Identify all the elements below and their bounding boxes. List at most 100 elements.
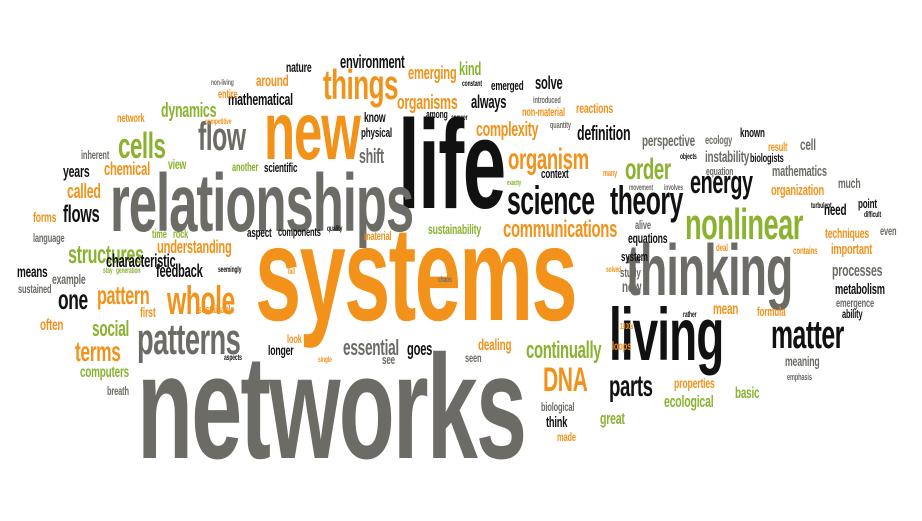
word-life: life <box>398 94 506 235</box>
word-techniques: techniques <box>825 225 870 241</box>
word-ability: ability <box>842 307 863 321</box>
word-exactly: exactly <box>507 180 522 187</box>
word-feedback: feedback <box>156 261 203 281</box>
word-pattern: pattern <box>97 280 150 310</box>
word-view: view <box>168 156 187 172</box>
word-example: example <box>52 271 86 287</box>
word-environment: environment <box>340 52 405 72</box>
word-emerged: emerged <box>491 78 524 93</box>
word-deal: deal <box>716 243 728 254</box>
word-generation: generation <box>116 266 141 275</box>
word-breath: breath <box>107 384 129 398</box>
word-processes: processes <box>832 261 883 280</box>
word-involves: involves <box>664 183 684 192</box>
word-means: means <box>17 264 48 281</box>
word-properties: properties <box>674 375 715 391</box>
word-movement: movement <box>629 183 654 192</box>
word-science: science <box>507 179 595 223</box>
word-organisms: organisms <box>397 92 458 114</box>
word-perspective: perspective <box>642 133 695 150</box>
word-even: even <box>880 224 897 238</box>
word-relationships: relationships <box>110 158 414 249</box>
word-networks: networks <box>137 325 527 490</box>
word-rock: rock <box>173 227 189 241</box>
word-flows: flows <box>63 201 100 228</box>
word-quality: quality <box>327 224 343 233</box>
word-think: think <box>546 414 568 431</box>
word-known: known <box>740 125 765 140</box>
word-equation: equation <box>706 166 734 178</box>
word-biological: biological <box>541 400 575 414</box>
word-things: things <box>323 61 399 108</box>
word-always: always <box>471 92 507 112</box>
word-longer: longer <box>268 342 294 358</box>
word-social: social <box>92 316 130 341</box>
word-first: first <box>140 304 156 320</box>
word-continually: continually <box>526 337 602 364</box>
word-often: often <box>40 317 64 334</box>
word-organization: organization <box>771 182 825 199</box>
word-theory: theory <box>610 179 683 223</box>
word-computers: computers <box>80 364 129 381</box>
word-entire: entire <box>218 87 238 101</box>
word-years: years <box>63 162 90 181</box>
word-important: important <box>831 241 873 258</box>
word-goes: goes <box>407 339 433 359</box>
word-meaning: meaning <box>785 353 820 369</box>
word-physical: physical <box>361 125 392 140</box>
word-among: among <box>426 109 448 121</box>
word-dna: DNA <box>543 361 588 399</box>
word-biologists: biologists <box>750 151 784 165</box>
word-look: look <box>287 332 302 346</box>
word-metabolism: metabolism <box>835 281 885 298</box>
word-stay: stay <box>103 266 113 275</box>
word-structures: structures <box>68 239 144 269</box>
word-scientific: scientific <box>264 160 298 175</box>
word-around: around <box>256 73 289 90</box>
word-dynamics: dynamics <box>161 100 217 122</box>
word-quantity: quantity <box>550 120 571 130</box>
word-constant: constant <box>462 79 482 88</box>
word-non-material: non-material <box>522 105 565 119</box>
word-network: network <box>117 111 145 125</box>
word-many: many <box>603 168 618 178</box>
word-study: study <box>620 265 641 280</box>
word-mathematics: mathematics <box>772 163 827 180</box>
word-know: know <box>364 109 386 125</box>
word-equations: equations <box>628 230 668 246</box>
word-kind: kind <box>459 59 482 79</box>
word-aspect: aspect <box>247 225 272 240</box>
word-instability: instability <box>705 149 750 166</box>
word-context: context <box>541 166 569 181</box>
word-now: now <box>622 279 642 296</box>
word-living: living <box>609 293 724 376</box>
word-answer: answer <box>451 113 468 122</box>
word-ecology: ecology <box>705 133 733 147</box>
word-communications: communications <box>503 216 618 243</box>
word-complexity: complexity <box>476 119 539 141</box>
word-competitive: competitive <box>205 117 232 126</box>
word-result: result <box>768 140 788 154</box>
word-basic: basic <box>735 385 760 402</box>
word-material: material <box>364 229 392 243</box>
word-great: great <box>600 409 625 428</box>
word-language: language <box>33 231 65 245</box>
word-understanding: understanding <box>157 237 232 257</box>
word-forms: forms <box>33 209 57 225</box>
word-alive: alive <box>635 218 651 232</box>
word-reactions: reactions <box>576 100 614 116</box>
word-made: made <box>557 430 576 444</box>
word-objects: objects <box>680 152 697 161</box>
word-nature: nature <box>286 59 312 75</box>
word-chemical: chemical <box>104 159 150 179</box>
word-seemingly: seemingly <box>218 265 242 274</box>
word-components: components <box>278 225 321 239</box>
word-essential: essential <box>343 335 399 360</box>
word-solve: solve <box>535 73 563 93</box>
word-emerging: emerging <box>408 63 457 83</box>
word-parts: parts <box>609 370 653 403</box>
word-rather: rather <box>683 310 697 319</box>
word-need: need <box>824 202 847 219</box>
word-sustainability: sustainability <box>428 221 482 237</box>
